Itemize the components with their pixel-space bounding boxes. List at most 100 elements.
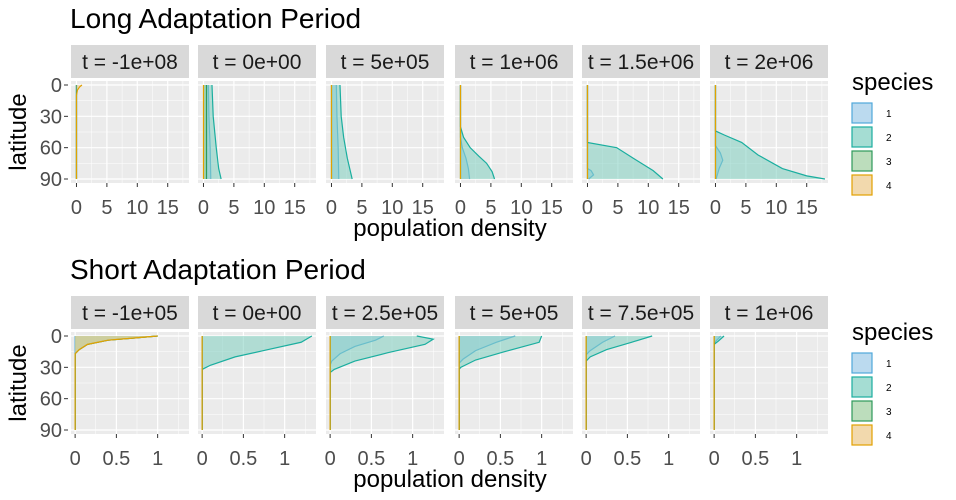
species-4-line — [75, 84, 83, 179]
x-tick-label: 0.5 — [486, 448, 514, 470]
x-tick-label: 0 — [198, 197, 209, 219]
legend-label-4: 4 — [886, 431, 892, 442]
facet-strip — [710, 45, 828, 78]
x-tick-label: 5 — [228, 197, 239, 219]
facet-strip-label: t = 0e+00 — [213, 302, 302, 325]
facet-strip-label: t = 2e+06 — [725, 51, 814, 74]
legend-label-4: 4 — [886, 181, 892, 192]
x-tick-label: 15 — [412, 197, 434, 219]
facet-strip — [455, 45, 573, 78]
y-tick-label: 30 — [40, 357, 62, 379]
facet-strip — [71, 45, 189, 78]
x-tick-label: 0 — [710, 197, 721, 219]
x-tick-label: 15 — [157, 197, 179, 219]
x-tick-label: 5 — [485, 197, 496, 219]
x-tick-label: 0.5 — [229, 448, 257, 470]
species-4-area — [75, 336, 158, 430]
species-2-line — [329, 335, 435, 430]
chart-long-adaptation: Long Adaptation Periodlatitude0306090pop… — [5, 3, 933, 242]
chart-short-adaptation: Short Adaptation Periodlatitude0306090po… — [5, 254, 933, 493]
facet-panel: t = 1e+06 0 0.5 1 — [709, 296, 828, 470]
y-tick-label: 90 — [40, 169, 62, 191]
x-tick-label: 0.5 — [357, 448, 385, 470]
y-tick-label: 60 — [40, 138, 62, 160]
species-2-area — [460, 85, 495, 179]
x-tick-label: 10 — [765, 197, 787, 219]
facet-panel: t = 1.5e+06 0 5 10 15 — [582, 45, 700, 219]
facet-panel: t = -1e+08 0 5 10 15 — [71, 45, 189, 219]
legend-title: species — [852, 69, 933, 96]
facet-panel: t = 2.5e+05 0 0.5 1 — [325, 296, 444, 470]
species-2-area — [330, 336, 434, 430]
facet-strip — [198, 45, 316, 78]
species-2-area — [715, 85, 825, 179]
facet-strip-label: t = 5e+05 — [470, 302, 559, 325]
x-tick-label: 0 — [70, 448, 81, 470]
chart-title: Short Adaptation Period — [70, 254, 366, 285]
legend: species 1 2 3 4 — [851, 319, 933, 446]
x-tick-label: 15 — [668, 197, 690, 219]
x-tick-label: 0 — [709, 448, 720, 470]
y-tick-label: 60 — [40, 389, 62, 411]
x-tick-label: 0.5 — [102, 448, 130, 470]
x-tick-label: 10 — [510, 197, 532, 219]
y-tick-label: 0 — [51, 75, 62, 97]
facet-panel: t = 2e+06 0 5 10 15 — [710, 45, 828, 219]
facet-panel: t = 0e+00 0 5 10 15 — [198, 45, 316, 219]
x-tick-label: 10 — [381, 197, 403, 219]
facet-strip-label: t = 0e+00 — [213, 51, 302, 74]
facet-panel: t = 0e+00 0 0.5 1 — [197, 296, 316, 470]
x-tick-label: 0 — [71, 197, 82, 219]
species-2-line — [211, 84, 222, 180]
species-2-line — [714, 85, 826, 180]
species-2-area — [202, 336, 312, 430]
legend-key-1 — [851, 102, 873, 124]
x-tick-label: 10 — [253, 197, 275, 219]
legend-key-4 — [851, 424, 873, 446]
x-tick-label: 1 — [663, 448, 674, 470]
species-4-line — [74, 335, 158, 430]
x-tick-label: 15 — [284, 197, 306, 219]
y-tick-label: 30 — [40, 106, 62, 128]
legend-key-3 — [851, 150, 873, 172]
facet-strip — [326, 296, 444, 329]
legend: species 1 2 3 4 — [851, 69, 933, 196]
x-tick-label: 5 — [101, 197, 112, 219]
y-axis-label: latitude — [5, 93, 32, 170]
chart-title: Long Adaptation Period — [70, 3, 361, 34]
facet-strip-label: t = -1e+05 — [82, 302, 178, 325]
y-axis-label: latitude — [5, 344, 32, 421]
x-tick-label: 5 — [356, 197, 367, 219]
x-tick-label: 0 — [326, 197, 337, 219]
facet-panel: t = 1e+06 0 5 10 15 — [455, 45, 573, 219]
legend-label-2: 2 — [886, 383, 892, 394]
x-tick-label: 5 — [740, 197, 751, 219]
facet-panel: t = 5e+05 0 0.5 1 — [454, 296, 573, 470]
facet-strip-label: t = 2.5e+05 — [332, 302, 438, 325]
x-tick-label: 0.5 — [741, 448, 769, 470]
legend-key-3 — [851, 400, 873, 422]
species-2-line — [339, 84, 353, 180]
x-tick-label: 5 — [612, 197, 623, 219]
x-axis-label: population density — [353, 466, 546, 493]
facet-strip — [710, 296, 828, 329]
x-tick-label: 0 — [582, 197, 593, 219]
facet-panel: t = 7.5e+05 0 0.5 1 — [581, 296, 700, 470]
facet-panel: t = 5e+05 0 5 10 15 — [326, 45, 444, 219]
x-tick-label: 1 — [279, 448, 290, 470]
facet-panel: t = -1e+05 0 0.5 1 — [70, 296, 189, 470]
x-tick-label: 1 — [791, 448, 802, 470]
facet-strip — [582, 45, 700, 78]
x-tick-label: 0 — [454, 448, 465, 470]
x-tick-label: 15 — [541, 197, 563, 219]
x-tick-label: 1 — [407, 448, 418, 470]
species-3-area — [203, 85, 207, 179]
x-tick-label: 10 — [637, 197, 659, 219]
x-tick-label: 0 — [197, 448, 208, 470]
facet-strip-label: t = -1e+08 — [82, 51, 178, 74]
legend-title: species — [852, 319, 933, 346]
x-tick-label: 0 — [581, 448, 592, 470]
facet-strip-label: t = 5e+05 — [341, 51, 430, 74]
legend-key-2 — [851, 126, 873, 148]
